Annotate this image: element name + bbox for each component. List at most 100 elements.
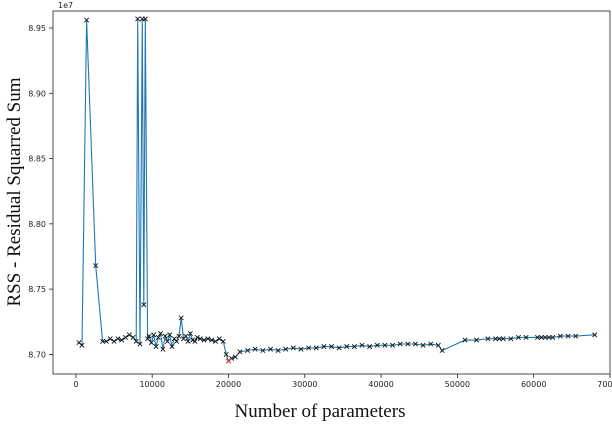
data-point-marker	[493, 336, 499, 342]
y-tick-label: 8.80	[28, 220, 46, 229]
x-axis-title: Number of parameters	[235, 401, 406, 422]
data-point-marker	[176, 333, 182, 339]
x-tick-label: 40000	[368, 380, 393, 389]
data-point-marker	[111, 338, 117, 344]
data-point-marker	[420, 342, 426, 348]
marker-layer	[76, 16, 598, 364]
data-point-marker	[197, 336, 203, 342]
data-point-marker	[155, 334, 161, 340]
data-point-marker	[374, 342, 380, 348]
data-point-marker	[103, 338, 109, 344]
data-point-marker	[306, 345, 312, 351]
data-point-marker	[313, 345, 319, 351]
data-point-marker	[201, 337, 207, 343]
y-tick-label: 8.90	[28, 89, 46, 98]
data-point-marker	[500, 336, 506, 342]
x-tick-label: 10000	[139, 380, 164, 389]
data-point-marker	[405, 341, 411, 347]
data-point-marker	[390, 342, 396, 348]
x-tick-label: 30000	[292, 380, 317, 389]
data-point-marker	[351, 344, 357, 350]
data-point-marker	[367, 344, 373, 350]
data-point-marker	[93, 263, 99, 269]
data-point-marker	[344, 344, 350, 350]
data-point-marker	[237, 349, 243, 355]
data-point-marker	[169, 344, 175, 350]
data-point-marker	[435, 342, 441, 348]
data-point-marker	[158, 331, 164, 337]
data-point-marker	[275, 347, 281, 354]
data-point-marker	[187, 331, 193, 337]
data-point-marker	[412, 341, 418, 347]
plot-frame	[52, 10, 611, 375]
data-point-marker	[473, 337, 479, 343]
data-point-marker	[190, 337, 196, 343]
data-point-marker	[167, 332, 173, 338]
data-point-marker	[359, 342, 365, 348]
data-point-marker	[148, 340, 154, 346]
x-tick-label: 0	[73, 380, 78, 389]
data-point-marker	[298, 346, 304, 352]
data-point-marker	[142, 16, 148, 22]
data-point-marker	[267, 346, 273, 352]
data-point-marker	[245, 347, 251, 354]
data-point-marker	[232, 354, 238, 360]
data-point-marker	[462, 337, 468, 343]
data-point-marker	[133, 338, 139, 344]
data-point-marker	[178, 315, 184, 321]
data-point-marker	[185, 338, 191, 344]
data-point-marker	[321, 344, 327, 350]
data-point-marker	[534, 334, 541, 340]
data-point-marker	[79, 342, 85, 348]
series-line	[78, 18, 595, 362]
data-point-marker	[592, 332, 598, 338]
data-point-marker	[192, 338, 198, 344]
data-point-marker	[160, 346, 166, 352]
data-point-marker	[252, 346, 258, 352]
data-point-marker	[84, 17, 90, 23]
data-point-marker	[164, 338, 170, 344]
data-point-marker	[115, 336, 121, 342]
plot-area	[78, 18, 595, 362]
data-point-marker	[328, 344, 335, 350]
data-point-marker	[260, 347, 266, 354]
data-point-marker	[151, 332, 157, 338]
data-point-marker	[428, 341, 434, 347]
x-tick-label: 60000	[521, 380, 546, 389]
data-point-marker	[141, 302, 147, 308]
data-point-marker	[145, 336, 151, 342]
y-offset-label: 1e7	[58, 1, 73, 10]
data-point-marker	[515, 334, 521, 340]
data-point-marker	[223, 351, 229, 357]
data-point-marker	[119, 337, 125, 343]
data-point-marker	[336, 345, 342, 351]
y-tick-label: 8.70	[28, 350, 46, 359]
x-tick-label: 50000	[445, 380, 470, 389]
data-point-marker	[126, 332, 132, 338]
data-point-marker	[209, 337, 215, 343]
data-point-marker	[216, 336, 222, 342]
data-point-marker	[122, 334, 129, 340]
data-point-marker	[107, 336, 113, 342]
y-axis: 8.70 8.75 8.80 8.85 8.90 8.95	[28, 24, 53, 359]
x-tick-label: 70000	[597, 380, 612, 389]
data-point-marker	[496, 336, 502, 342]
data-point-marker	[220, 338, 226, 344]
y-axis-title: RSS - Residual Squarred Sum	[4, 77, 25, 306]
data-point-marker	[153, 344, 159, 350]
data-point-marker	[485, 336, 491, 342]
y-tick-label: 8.95	[28, 24, 46, 33]
x-tick-label: 20000	[216, 380, 241, 389]
data-point-marker	[135, 16, 141, 22]
data-point-marker	[542, 334, 548, 340]
y-tick-label: 8.85	[28, 155, 46, 164]
data-point-marker	[523, 334, 529, 340]
data-point-marker	[183, 333, 189, 339]
data-point-marker	[130, 334, 136, 340]
data-point-marker	[382, 342, 388, 348]
data-point-marker	[546, 334, 552, 340]
data-point-marker	[397, 341, 403, 347]
data-point-marker	[573, 333, 579, 339]
data-point-marker	[550, 334, 556, 340]
